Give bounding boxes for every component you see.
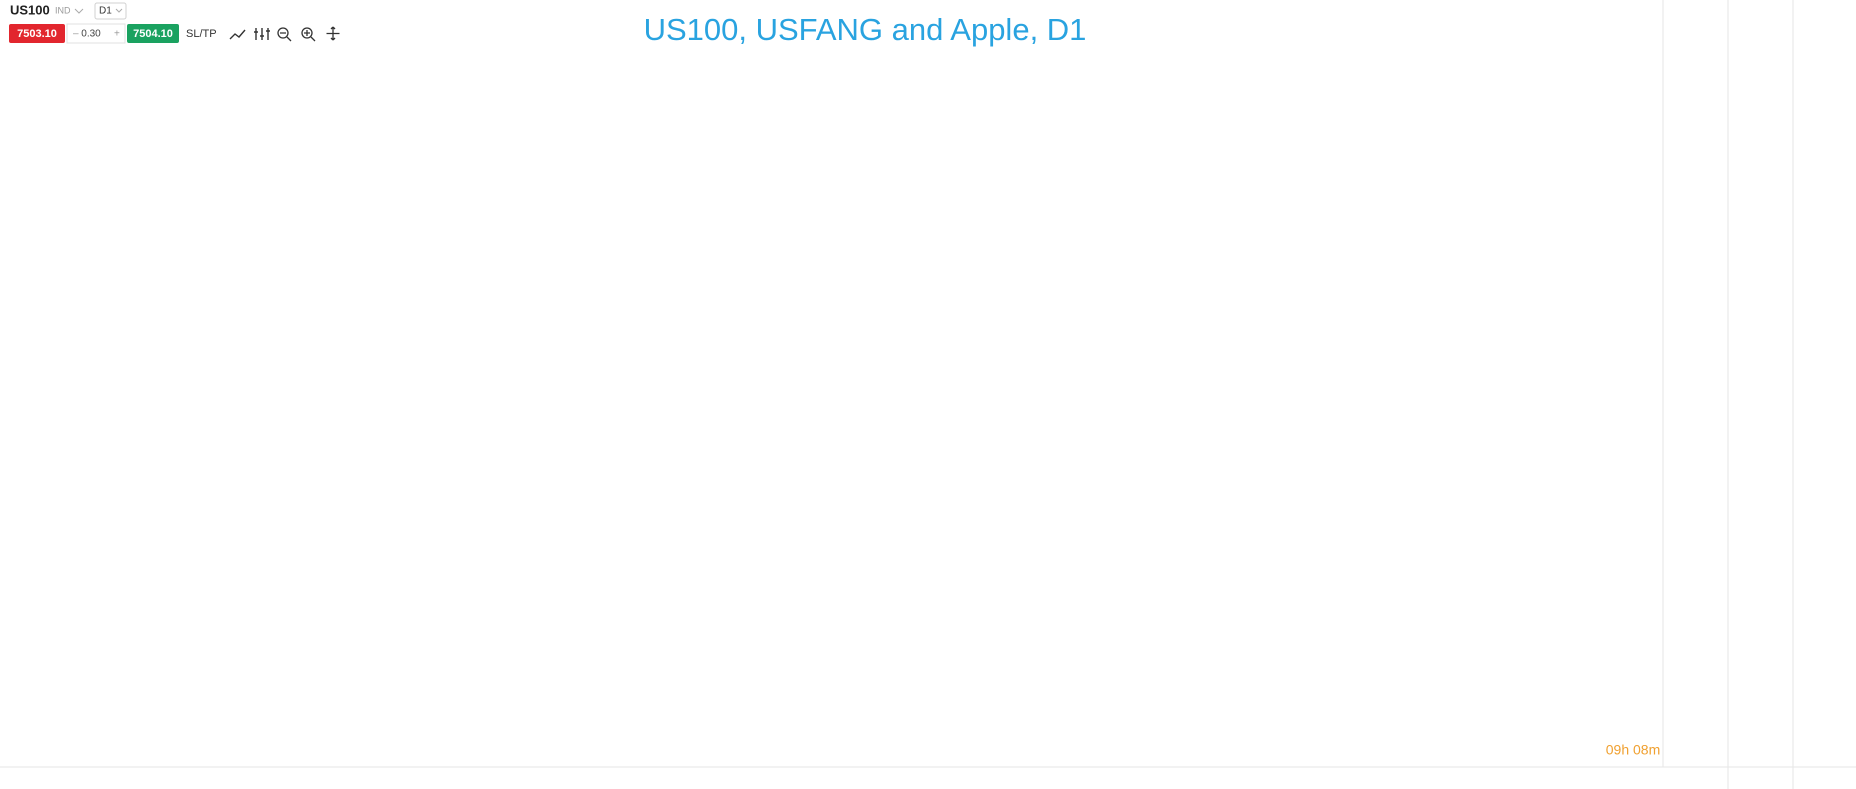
plus[interactable]: +: [114, 29, 120, 40]
market: IND: [55, 5, 71, 15]
dropdown-icon: [74, 8, 84, 14]
buy-button[interactable]: [127, 24, 179, 43]
countdown: 09h 08m: [1606, 742, 1660, 758]
minus[interactable]: –: [73, 29, 79, 40]
zoom-in-icon[interactable]: [304, 30, 316, 42]
spread: 0.30: [81, 29, 101, 40]
timeframe-box[interactable]: [94, 2, 127, 20]
zoom-out-icon[interactable]: [280, 32, 292, 42]
zoom-in-icon[interactable]: [301, 27, 313, 39]
ask-price[interactable]: 7504.10: [133, 28, 173, 40]
chart-title: US100, USFANG and Apple, D1: [644, 12, 1087, 47]
indicator-icon[interactable]: [229, 29, 246, 40]
zoom-out-icon[interactable]: [277, 27, 289, 39]
sltp[interactable]: SL/TP: [186, 28, 217, 40]
chart-type-icon[interactable]: [254, 28, 270, 40]
bid-price[interactable]: 7503.10: [17, 28, 57, 40]
volume-box[interactable]: [66, 23, 126, 44]
sell-button[interactable]: [9, 24, 65, 43]
dropdown-icon: [115, 8, 123, 13]
timeframe[interactable]: D1: [99, 6, 112, 17]
symbol: US100: [10, 2, 50, 17]
header: US100 IND D1 7503.10 – 0.30 + 7504.10 SL…: [9, 2, 340, 44]
crosshair-icon[interactable]: [326, 26, 340, 41]
